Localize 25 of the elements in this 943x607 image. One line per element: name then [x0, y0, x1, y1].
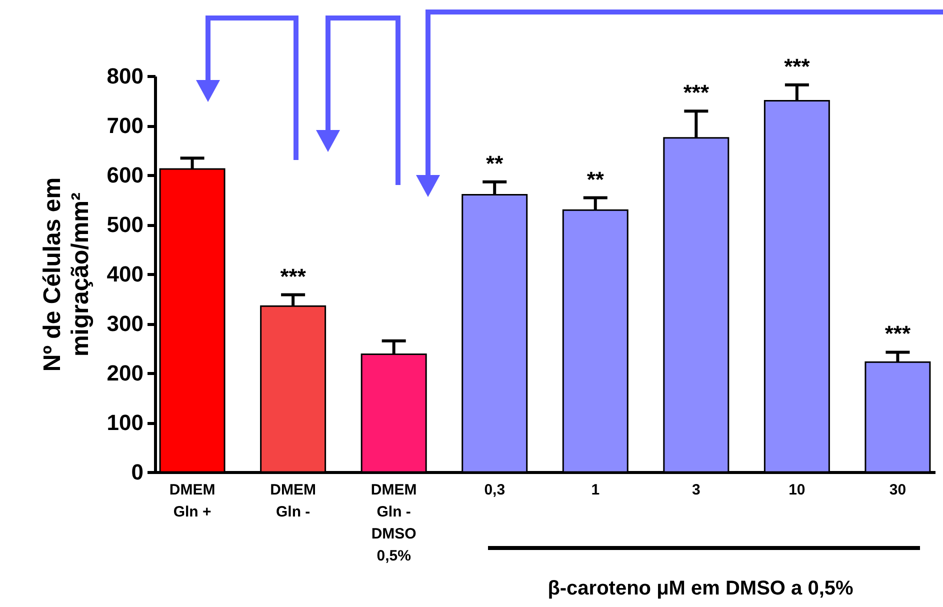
y-tick-label: 600: [106, 162, 144, 188]
y-tick-label: 100: [106, 410, 144, 435]
annotation: ***: [884, 321, 911, 346]
y-tick-label: 400: [106, 262, 144, 286]
x-tick-label: 3: [692, 482, 700, 498]
y-tick-label: 700: [106, 113, 144, 138]
y-tick-label: 0: [131, 460, 144, 484]
x-tick-label: DMEM Gln -: [270, 482, 316, 520]
annotation: **: [586, 166, 604, 192]
annotation: ***: [784, 54, 810, 79]
annotation: ***: [683, 80, 710, 106]
y-tick-label: 800: [106, 64, 144, 88]
y-tick-label: 500: [106, 212, 144, 237]
x-axis-title: β-caroteno μM em DMSO a 0,5%: [548, 578, 854, 600]
x-tick-label: 30: [889, 482, 906, 498]
y-tick-label: 300: [106, 311, 144, 336]
y-tick-label: 200: [106, 360, 144, 386]
x-tick-label: 1: [591, 482, 600, 498]
annotation: ***: [280, 264, 306, 289]
y-axis-title: Nº de Células em migração/mm²: [38, 177, 94, 372]
x-tick-label: DMEM Gln +: [169, 482, 216, 520]
x-tick-label: 10: [788, 482, 806, 498]
x-tick-label: DMEM Gln - DMSO 0,5%: [370, 482, 417, 564]
annotation: **: [486, 150, 504, 176]
x-tick-label: 0,3: [484, 482, 506, 498]
